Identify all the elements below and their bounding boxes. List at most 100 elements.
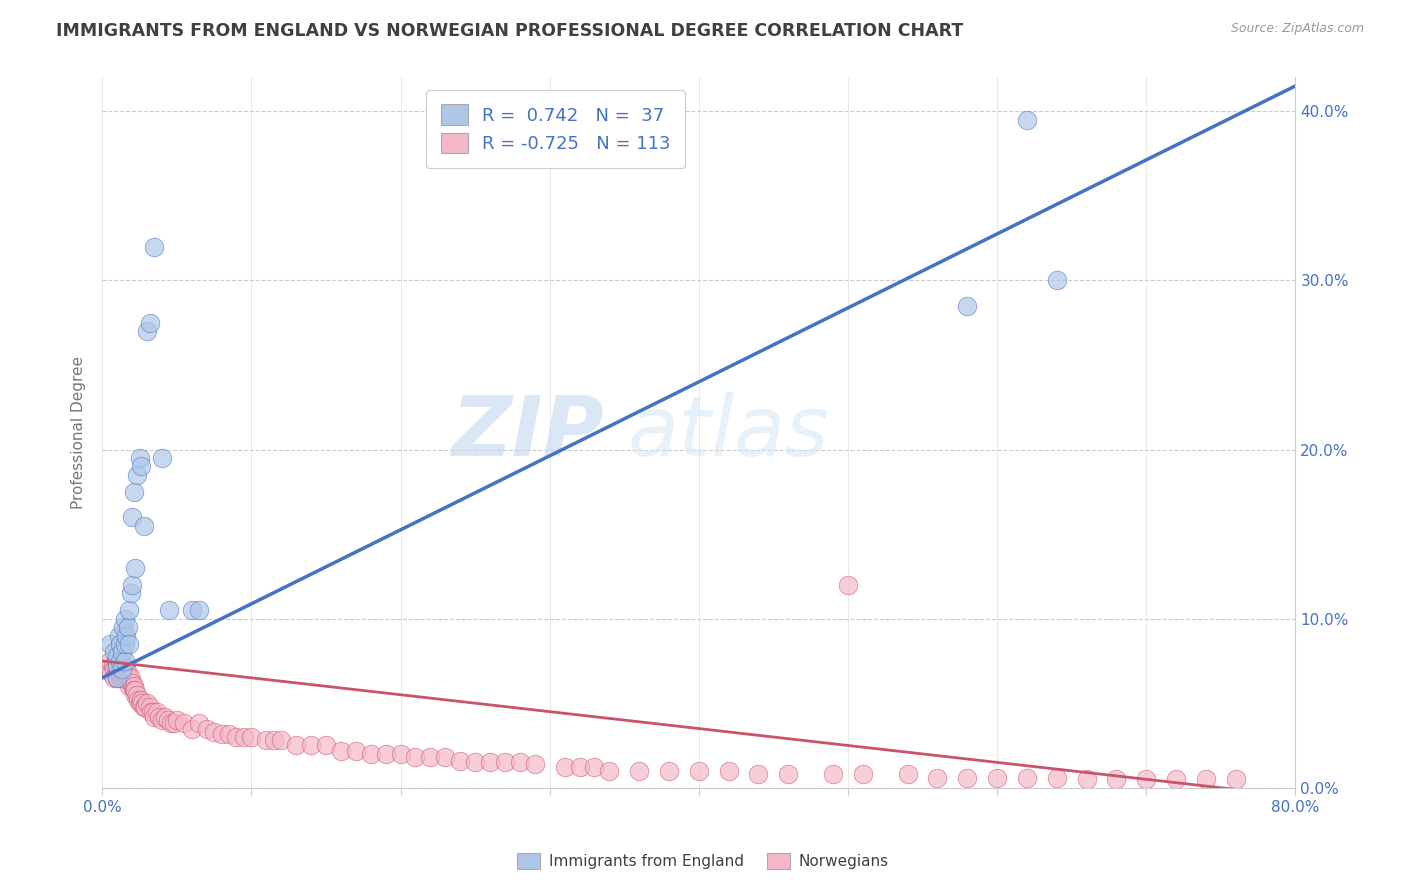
Point [110, 665, 132, 680]
Point [108, 654, 131, 668]
Point [114, 654, 136, 668]
Point [121, 578, 143, 592]
Point [110, 671, 132, 685]
Point [105, 659, 128, 673]
Point [225, 730, 247, 744]
Point [554, 760, 576, 774]
Point [103, 645, 125, 659]
Point [157, 603, 180, 617]
Point [1015, 771, 1038, 785]
Point [956, 771, 979, 785]
Point [658, 764, 681, 778]
Point [494, 756, 516, 770]
Point [419, 750, 441, 764]
Point [103, 662, 125, 676]
Point [270, 733, 292, 747]
Point [98, 654, 121, 668]
Point [122, 484, 145, 499]
Point [509, 756, 531, 770]
Text: atlas: atlas [627, 392, 830, 473]
Point [103, 671, 125, 685]
Point [115, 662, 138, 676]
Point [153, 710, 176, 724]
Point [329, 743, 352, 757]
Point [344, 743, 367, 757]
Point [110, 662, 132, 676]
Point [118, 679, 141, 693]
Point [263, 733, 285, 747]
Point [139, 316, 162, 330]
Point [110, 662, 132, 676]
Point [166, 713, 188, 727]
Point [143, 710, 166, 724]
Text: ZIP: ZIP [451, 392, 603, 473]
Point [134, 699, 156, 714]
Point [117, 671, 139, 685]
Point [112, 620, 135, 634]
Point [129, 459, 152, 474]
Point [108, 671, 131, 685]
Point [837, 578, 859, 592]
Point [628, 764, 651, 778]
Point [1076, 772, 1098, 787]
Point [128, 696, 150, 710]
Text: IMMIGRANTS FROM ENGLAND VS NORWEGIAN PROFESSIONAL DEGREE CORRELATION CHART: IMMIGRANTS FROM ENGLAND VS NORWEGIAN PRO… [56, 22, 963, 40]
Point [118, 637, 141, 651]
Point [105, 662, 128, 676]
Point [105, 671, 128, 685]
Point [180, 722, 202, 736]
Point [129, 693, 152, 707]
Point [114, 665, 136, 680]
Point [141, 705, 163, 719]
Point [105, 648, 128, 663]
Point [1105, 772, 1128, 787]
Point [105, 659, 128, 673]
Point [139, 699, 162, 714]
Point [389, 747, 412, 761]
Point [404, 750, 426, 764]
Point [142, 705, 165, 719]
Point [128, 450, 150, 465]
Point [114, 612, 136, 626]
Point [114, 671, 136, 685]
Point [104, 665, 127, 680]
Point [211, 726, 233, 740]
Point [299, 739, 322, 753]
Point [202, 725, 225, 739]
Point [98, 637, 121, 651]
Point [108, 659, 131, 673]
Point [464, 756, 486, 770]
Point [163, 716, 186, 731]
Point [125, 467, 148, 482]
Point [927, 771, 949, 785]
Point [125, 688, 148, 702]
Point [120, 676, 142, 690]
Point [823, 767, 845, 781]
Point [568, 760, 591, 774]
Point [360, 747, 382, 761]
Point [117, 620, 139, 634]
Point [598, 764, 620, 778]
Point [124, 688, 146, 702]
Point [150, 713, 173, 727]
Point [132, 699, 155, 714]
Point [124, 682, 146, 697]
Point [285, 739, 308, 753]
Point [101, 659, 124, 673]
Point [986, 771, 1008, 785]
Point [112, 662, 135, 676]
Point [180, 603, 202, 617]
Point [120, 671, 142, 685]
Point [122, 682, 145, 697]
Point [173, 716, 195, 731]
Point [374, 747, 396, 761]
Point [115, 628, 138, 642]
Point [108, 637, 131, 651]
Point [96, 662, 118, 676]
Point [114, 637, 136, 651]
Point [195, 722, 218, 736]
Point [1046, 273, 1069, 287]
Point [956, 299, 979, 313]
Point [136, 696, 159, 710]
Point [449, 754, 471, 768]
